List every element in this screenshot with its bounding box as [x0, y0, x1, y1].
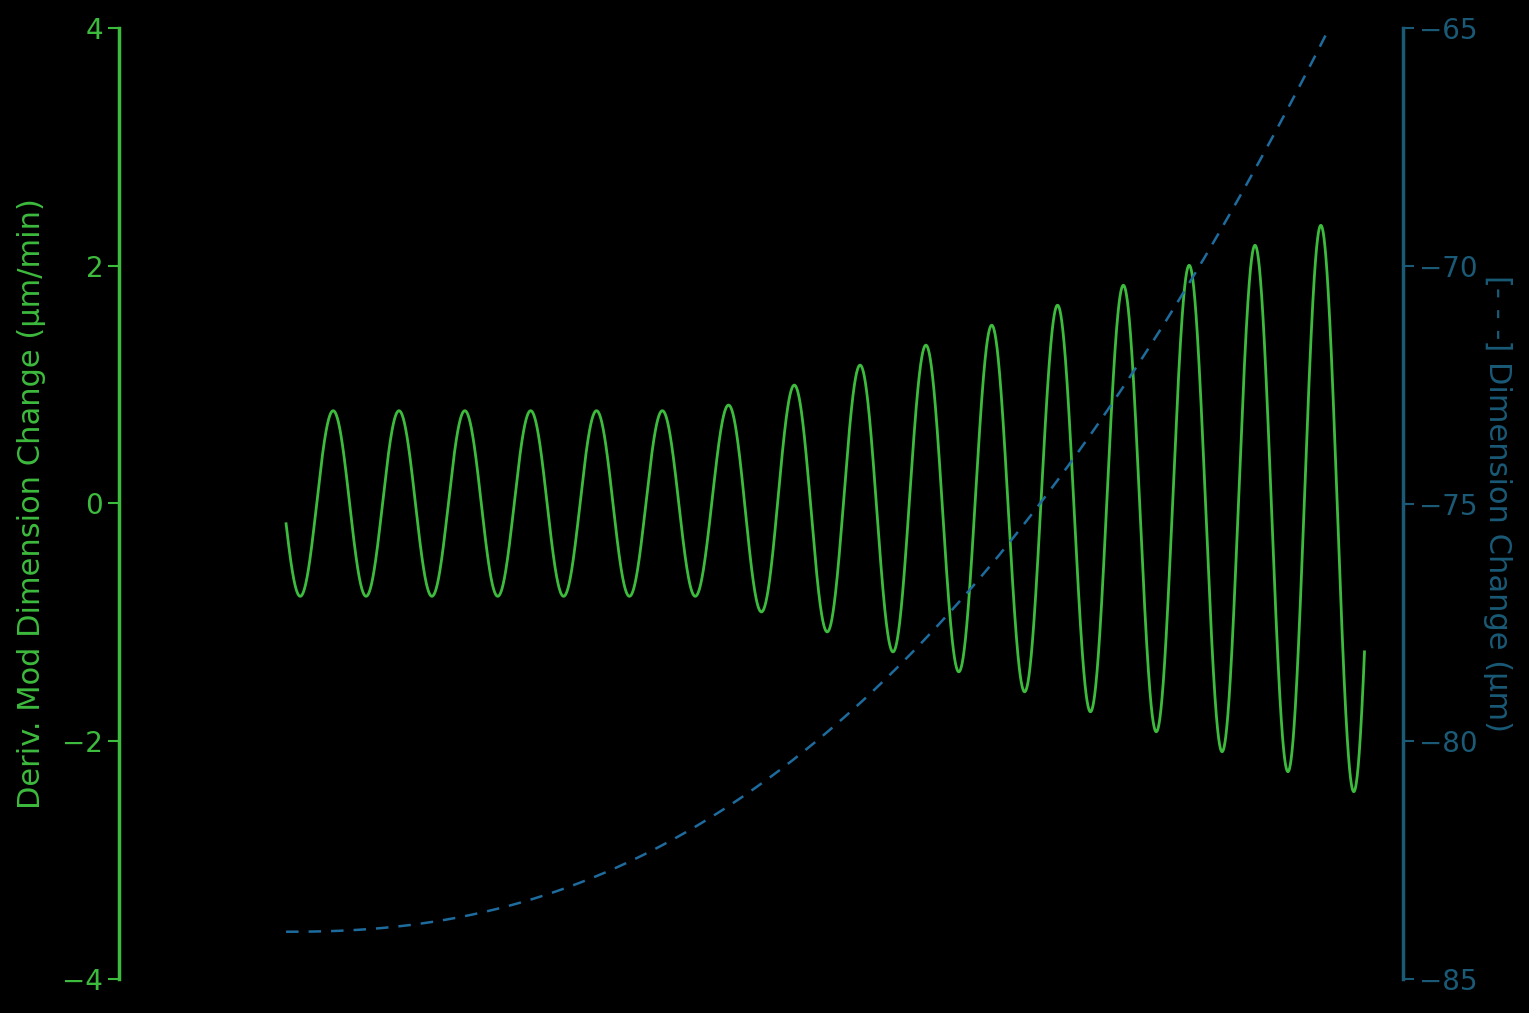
Y-axis label: [- - -] Dimension Change (μm): [- - -] Dimension Change (μm) [1483, 275, 1512, 732]
Y-axis label: Deriv. Mod Dimension Change (μm/min): Deriv. Mod Dimension Change (μm/min) [17, 199, 46, 809]
